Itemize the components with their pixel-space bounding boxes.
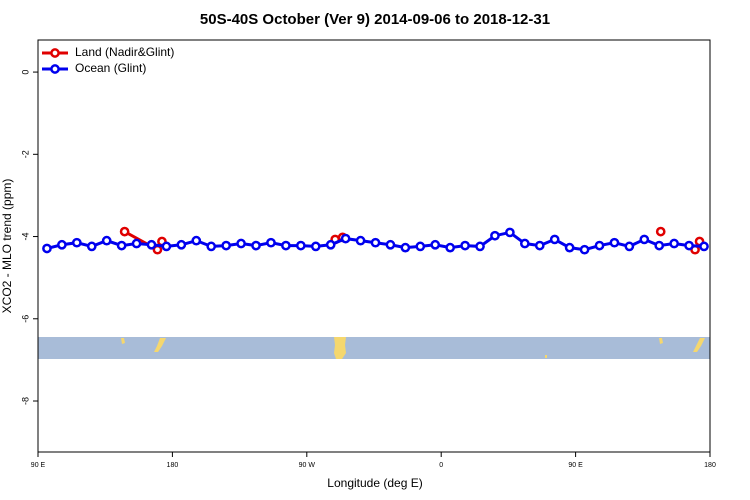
point [400,242,411,253]
x-tick-label: 180 [704,462,716,469]
point [594,240,605,251]
point [266,237,276,248]
point [415,241,426,252]
point [325,239,336,250]
point [119,226,130,237]
point [42,243,52,254]
point [490,230,500,241]
point [445,242,456,253]
point [430,239,441,250]
y-tick-label: 0 [20,70,30,75]
point [355,235,366,246]
point [340,233,351,244]
point [71,237,82,248]
point [176,239,187,250]
point [655,226,666,237]
point [191,235,202,246]
legend-marker [50,64,60,74]
point [251,240,261,251]
point [534,240,545,251]
legend-label: Ocean (Glint) [75,61,146,75]
point [370,237,381,248]
x-tick-label: 180 [167,462,179,469]
y-axis-label: XCO2 - MLO trend (ppm) [0,179,14,314]
chart-title: 50S-40S October (Ver 9) 2014-09-06 to 20… [200,11,550,28]
point [385,239,396,250]
point [654,240,665,251]
point [86,241,97,252]
point [221,240,232,251]
point [281,240,291,251]
legend-marker [50,48,60,58]
y-tick-label: -4 [20,233,30,241]
x-tick-label: 90 W [299,462,316,469]
point [505,227,515,238]
point [475,241,485,252]
x-tick-label: 90 E [568,462,583,469]
point [131,238,142,249]
point [206,241,217,252]
point [699,241,709,252]
ocean-band [38,337,710,359]
point [236,238,246,249]
x-tick-label: 0 [439,462,443,469]
point [57,239,67,250]
point [564,242,575,253]
point [161,241,172,252]
plot-frame [37,39,711,453]
point [684,240,694,251]
y-tick-label: -2 [20,150,30,158]
y-tick-label: -8 [20,397,30,405]
point [579,244,590,255]
point [609,237,620,248]
point [146,239,157,250]
point [460,240,470,251]
point [669,238,680,249]
point [639,234,650,245]
point [549,234,560,245]
map-strip [38,337,710,359]
point [310,241,321,252]
point [116,240,127,251]
point [624,241,635,252]
point [295,240,306,251]
point [519,238,530,249]
legend-label: Land (Nadir&Glint) [75,45,174,59]
x-axis-label: Longitude (deg E) [327,476,422,490]
x-tick-label: 90 E [31,462,46,469]
y-tick-label: -6 [20,315,30,323]
point [101,235,112,246]
